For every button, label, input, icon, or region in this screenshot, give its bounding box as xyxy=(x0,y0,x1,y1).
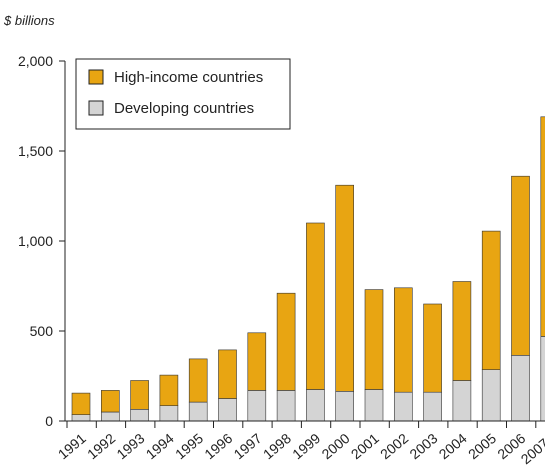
bar-high-income xyxy=(393,287,413,393)
y-tick-label: 1,000 xyxy=(18,233,53,249)
y-unit-label: $ billions xyxy=(3,13,55,28)
bar-high-income xyxy=(71,392,91,416)
y-tick-label: 1,500 xyxy=(18,143,53,159)
bars xyxy=(71,116,545,422)
legend-box xyxy=(75,58,291,130)
bar-high-income xyxy=(101,390,120,413)
bar-developing xyxy=(540,336,545,422)
bar-developing xyxy=(335,390,355,422)
bar-developing xyxy=(247,390,267,422)
bar-high-income xyxy=(540,116,545,337)
x-tick-label: 2004 xyxy=(436,430,470,462)
x-tick-label: 1991 xyxy=(55,430,89,462)
bar-high-income xyxy=(511,175,530,356)
bar-developing xyxy=(276,390,296,422)
bar-developing xyxy=(188,401,208,422)
legend-label-developing: Developing countries xyxy=(114,100,254,117)
x-tick-label: 1998 xyxy=(260,430,294,462)
bar-high-income xyxy=(276,292,296,391)
x-tick-label: 2002 xyxy=(377,430,411,462)
bar-developing xyxy=(306,389,325,422)
bar-developing xyxy=(423,391,442,422)
bar-developing xyxy=(364,389,384,422)
legend-label-high-income: High-income countries xyxy=(114,69,263,86)
x-tick-label: 1997 xyxy=(231,430,265,462)
bar-high-income xyxy=(188,358,208,403)
x-tick-label: 1993 xyxy=(113,430,147,462)
x-tick-label: 2000 xyxy=(318,430,352,462)
legend-swatch-high-income xyxy=(88,69,104,85)
x-tick-label: 2001 xyxy=(348,430,382,462)
bar-high-income xyxy=(481,230,501,371)
x-tick-label: 1992 xyxy=(84,430,118,462)
x-tick-label: 2005 xyxy=(465,430,499,462)
y-tick-label: 2,000 xyxy=(18,53,53,69)
x-tick-label: 1996 xyxy=(201,430,235,462)
bar-high-income xyxy=(423,303,442,393)
bar-developing xyxy=(511,354,530,422)
bar-high-income xyxy=(306,222,325,390)
bar-developing xyxy=(452,380,472,422)
bar-high-income xyxy=(247,332,267,391)
x-tick-label: 1994 xyxy=(143,430,177,462)
y-tick-label: 0 xyxy=(45,413,53,429)
bar-high-income xyxy=(218,349,237,399)
x-tick-label: 1999 xyxy=(289,430,323,462)
y-axis: 0 500 1,000 1,500 2,000 xyxy=(18,53,66,429)
bar-developing xyxy=(159,405,179,422)
bar-high-income xyxy=(335,184,355,392)
bar-developing xyxy=(101,411,120,422)
y-tick-label: 500 xyxy=(30,323,54,339)
legend-swatch-developing xyxy=(88,100,104,116)
x-tick-label: 1995 xyxy=(172,430,206,462)
bar-developing xyxy=(393,391,413,422)
bar-high-income xyxy=(130,380,149,410)
bar-high-income xyxy=(452,281,472,381)
bar-developing xyxy=(71,414,91,422)
legend: High-income countries Developing countri… xyxy=(75,58,291,130)
bar-developing xyxy=(130,408,149,422)
bar-high-income xyxy=(364,289,384,390)
x-tick-label: 2003 xyxy=(406,430,440,462)
bar-high-income xyxy=(159,374,179,407)
bar-developing xyxy=(218,398,237,422)
x-axis: 1991199219931994199519961997199819992000… xyxy=(55,420,545,467)
bar-developing xyxy=(481,369,501,422)
